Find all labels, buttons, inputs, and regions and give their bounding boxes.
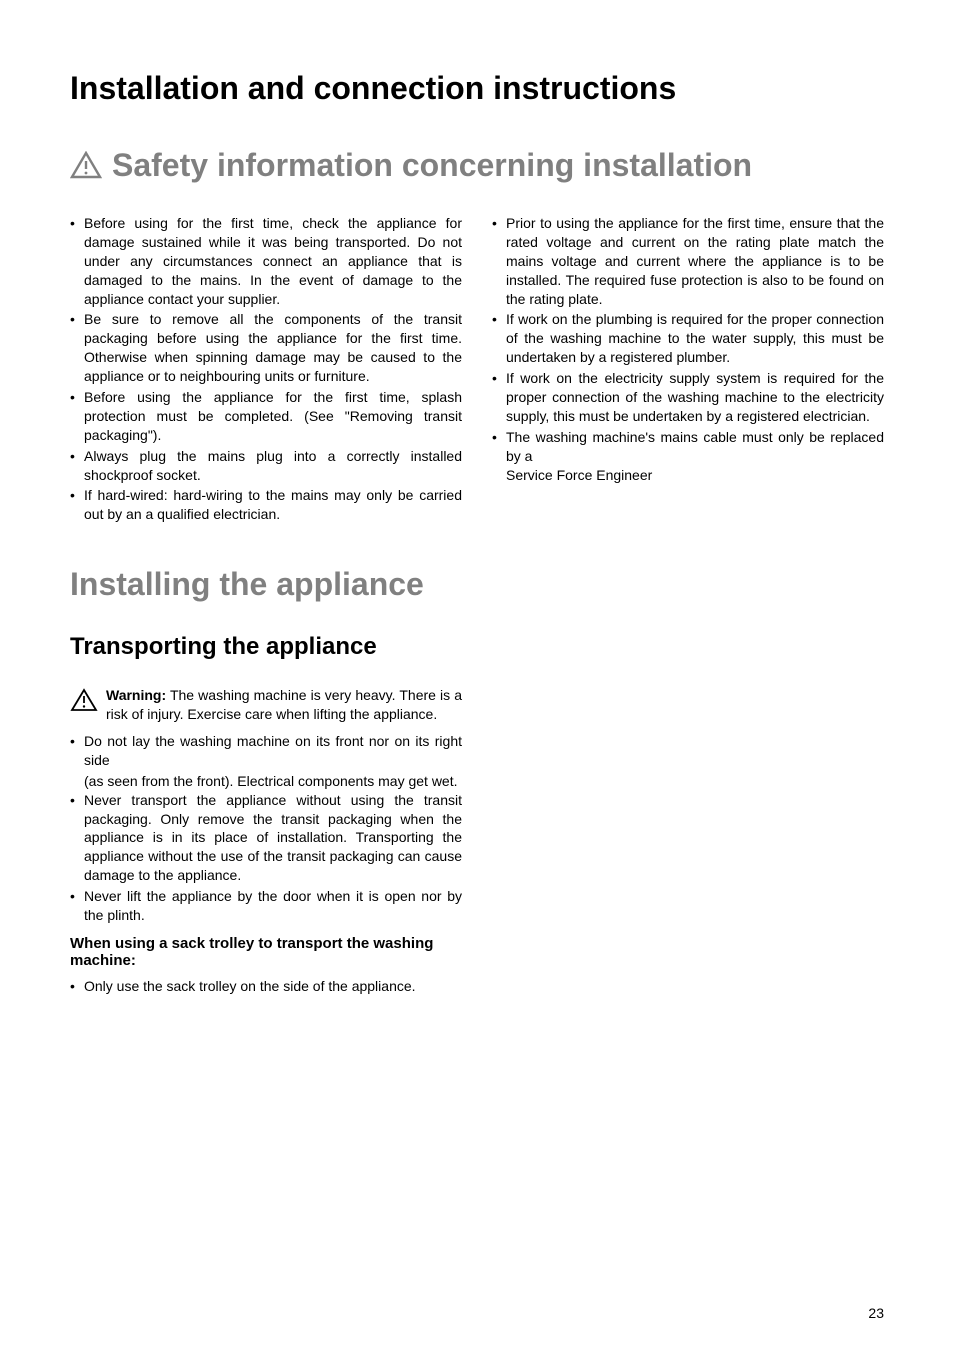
transporting-subsection-title: Transporting the appliance xyxy=(70,633,884,661)
page-number: 23 xyxy=(868,1305,884,1321)
list-item: Be sure to remove all the components of … xyxy=(70,310,462,386)
warning-icon xyxy=(70,688,98,712)
list-item: Never transport the appliance without us… xyxy=(70,791,462,885)
safety-left-list: Before using for the first time, check t… xyxy=(70,214,462,524)
sub-text: (as seen from the front). Electrical com… xyxy=(70,772,462,791)
list-item: Before using for the first time, check t… xyxy=(70,214,462,308)
safety-left-col: Before using for the first time, check t… xyxy=(70,214,462,526)
safety-right-list: Prior to using the appliance for the fir… xyxy=(492,214,884,484)
list-item: Never lift the appliance by the door whe… xyxy=(70,887,462,925)
transporting-list-2: Never transport the appliance without us… xyxy=(70,791,462,925)
list-item: Prior to using the appliance for the fir… xyxy=(492,214,884,308)
list-item: If work on the plumbing is required for … xyxy=(492,310,884,367)
sack-trolley-heading: When using a sack trolley to transport t… xyxy=(70,935,462,969)
list-item: Before using the appliance for the first… xyxy=(70,388,462,445)
safety-columns: Before using for the first time, check t… xyxy=(70,214,884,526)
installing-section-title: Installing the appliance xyxy=(70,566,884,603)
warning-icon xyxy=(70,151,102,179)
transporting-content: Warning: The washing machine is very hea… xyxy=(70,686,462,996)
transporting-list: Do not lay the washing machine on its fr… xyxy=(70,732,462,770)
list-item: Do not lay the washing machine on its fr… xyxy=(70,732,462,770)
page-title: Installation and connection instructions xyxy=(70,70,884,107)
list-item: If work on the electricity supply system… xyxy=(492,369,884,426)
list-item: Only use the sack trolley on the side of… xyxy=(70,977,462,996)
sack-trolley-list: Only use the sack trolley on the side of… xyxy=(70,977,462,996)
warning-block: Warning: The washing machine is very hea… xyxy=(70,686,462,724)
warning-label: Warning: xyxy=(106,687,166,703)
list-item: If hard-wired: hard-wiring to the mains … xyxy=(70,486,462,524)
safety-right-col: Prior to using the appliance for the fir… xyxy=(492,214,884,526)
warning-text: Warning: The washing machine is very hea… xyxy=(106,686,462,724)
list-item: The washing machine's mains cable must o… xyxy=(492,428,884,485)
safety-title-text: Safety information concerning installati… xyxy=(112,147,752,184)
safety-section-title: Safety information concerning installati… xyxy=(70,147,884,184)
list-item: Always plug the mains plug into a correc… xyxy=(70,447,462,485)
